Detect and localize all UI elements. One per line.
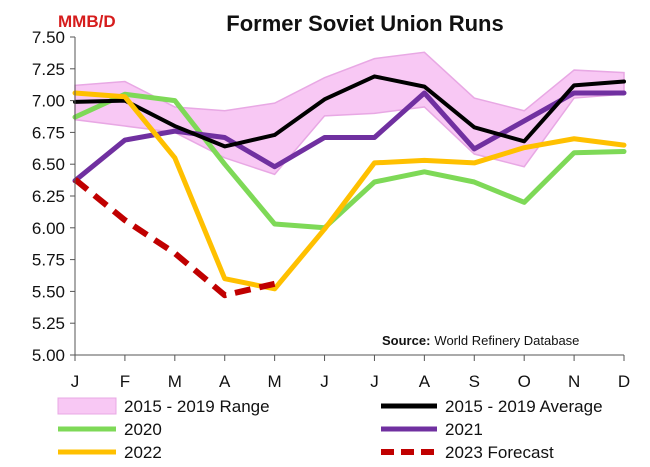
x-tick-label: J: [320, 372, 329, 391]
series-line-2020: [72, 91, 627, 231]
plot-area: 5.00 5.25 5.50 5.75 6.00 6.25 6.50 6.75 7.00 7.25…: [32, 28, 630, 391]
x-tick-label: M: [168, 372, 182, 391]
y-tick-label: 6.00: [32, 219, 65, 238]
y-tick-label: 5.75: [32, 251, 65, 270]
x-tick-label: A: [419, 372, 431, 391]
source-note: Source: World Refinery Database: [382, 333, 579, 348]
legend-label-2022: 2022: [124, 443, 162, 462]
y-tick-label: 7.00: [32, 92, 65, 111]
source-label: Source:: [382, 333, 430, 348]
series-line-2022: [72, 90, 627, 292]
x-tick-label: S: [469, 372, 480, 391]
unit-label: MMB/D: [58, 12, 116, 31]
axes-layer: 5.00 5.25 5.50 5.75 6.00 6.25 6.50 6.75 7.00 7.25…: [32, 28, 630, 391]
y-tick-label: 5.25: [32, 314, 65, 333]
chart-title: Former Soviet Union Runs: [226, 11, 503, 36]
x-tick-label: N: [568, 372, 580, 391]
legend: 2015 - 2019 Range 2015 - 2019 Average 2020…: [57, 397, 603, 462]
x-tick-label: J: [370, 372, 379, 391]
legend-label-2023-forecast: 2023 Forecast: [445, 443, 554, 462]
legend-swatch-2015-2019-range: [57, 397, 117, 415]
series-line-2021: [72, 90, 627, 184]
legend-label-2015-2019-range: 2015 - 2019 Range: [124, 397, 270, 416]
x-tick-label: A: [219, 372, 231, 391]
legend-label-2021: 2021: [445, 420, 483, 439]
legend-label-2015-2019-average: 2015 - 2019 Average: [445, 397, 603, 416]
y-tick-label: 6.75: [32, 123, 65, 142]
y-tick-label: 5.00: [32, 346, 65, 365]
x-tick-label: M: [268, 372, 282, 391]
x-tick-label: D: [618, 372, 630, 391]
x-tick-label: J: [71, 372, 80, 391]
source-text: World Refinery Database: [434, 333, 579, 348]
y-tick-label: 7.50: [32, 28, 65, 47]
series-line-2023-forecast: [73, 177, 276, 299]
y-tick-label: 6.25: [32, 187, 65, 206]
x-tick-label: O: [518, 372, 531, 391]
legend-label-2020: 2020: [124, 420, 162, 439]
series-layer: [72, 74, 627, 299]
y-tick-label: 5.50: [32, 282, 65, 301]
y-tick-label: 7.25: [32, 60, 65, 79]
x-tick-label: F: [120, 372, 130, 391]
series-line-2015-2019-average: [73, 74, 626, 149]
y-tick-label: 6.50: [32, 155, 65, 174]
